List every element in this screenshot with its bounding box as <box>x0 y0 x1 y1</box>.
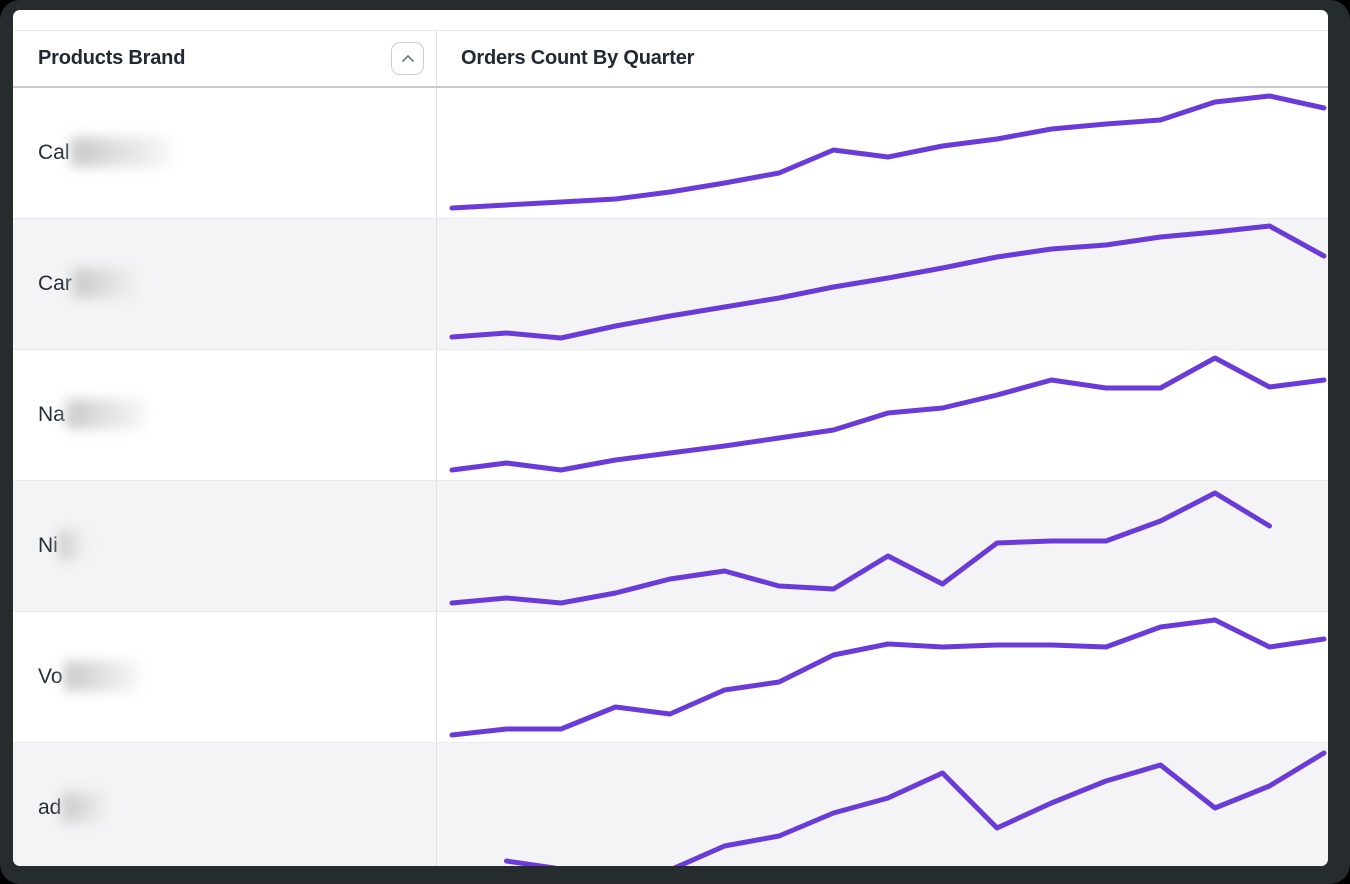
table-row: Car <box>13 218 1328 349</box>
redacted-text-blur <box>72 268 149 298</box>
sparkline-cell <box>437 612 1328 742</box>
redacted-text-blur <box>58 530 89 560</box>
sparkline-cell <box>437 219 1328 349</box>
column-header-products-brand: Products Brand <box>13 31 437 86</box>
table-row: Cal <box>13 88 1328 218</box>
brand-label-visible-text: ad <box>38 796 62 819</box>
brand-cell: Ni <box>13 481 437 611</box>
column-header-orders-count: Orders Count By Quarter <box>437 31 1328 86</box>
brand-cell: ad <box>13 743 437 866</box>
sparkline-chart <box>437 350 1328 480</box>
brand-cell: Na <box>13 350 437 480</box>
table-row: Vo <box>13 611 1328 742</box>
brand-label: Ni <box>38 530 89 561</box>
table-row: Na <box>13 349 1328 480</box>
sparkline-cell <box>437 350 1328 480</box>
brand-label-visible-text: Vo <box>38 665 63 688</box>
brand-cell: Car <box>13 219 437 349</box>
sparkline-chart <box>437 612 1328 742</box>
brand-label-visible-text: Car <box>38 272 72 295</box>
brand-cell: Vo <box>13 612 437 742</box>
sparkline-chart <box>437 743 1328 866</box>
redacted-text-blur <box>63 661 140 691</box>
sparkline-chart <box>437 481 1328 611</box>
table-row: Ni <box>13 480 1328 611</box>
sparkline-cell <box>437 481 1328 611</box>
table-header-row: Products Brand Orders Count By Quarter <box>13 31 1328 88</box>
brand-label-visible-text: Ni <box>38 534 58 557</box>
brand-label-visible-text: Cal <box>38 141 70 164</box>
redacted-text-blur <box>62 792 117 822</box>
brand-label: Na <box>38 399 146 430</box>
brand-label: Car <box>38 268 149 299</box>
sparkline-cell <box>437 743 1328 866</box>
products-brand-header-label: Products Brand <box>38 47 186 69</box>
results-table-card: Products Brand Orders Count By Quarter <box>13 10 1328 866</box>
brand-label: Cal <box>38 137 171 168</box>
sparkline-cell <box>437 88 1328 218</box>
brand-label: Vo <box>38 661 140 692</box>
redacted-text-blur <box>65 399 146 429</box>
brand-label-visible-text: Na <box>38 403 65 426</box>
table-body[interactable]: Cal Car Na <box>13 88 1328 866</box>
results-table: Products Brand Orders Count By Quarter <box>13 30 1328 866</box>
sort-button[interactable] <box>391 42 424 75</box>
sparkline-chart <box>437 88 1328 218</box>
chevron-up-icon <box>399 50 417 68</box>
orders-count-header-label: Orders Count By Quarter <box>461 47 695 69</box>
redacted-text-blur <box>70 137 171 167</box>
sparkline-chart <box>437 219 1328 349</box>
table-row: ad <box>13 742 1328 866</box>
brand-cell: Cal <box>13 88 437 218</box>
brand-label: ad <box>38 792 117 823</box>
